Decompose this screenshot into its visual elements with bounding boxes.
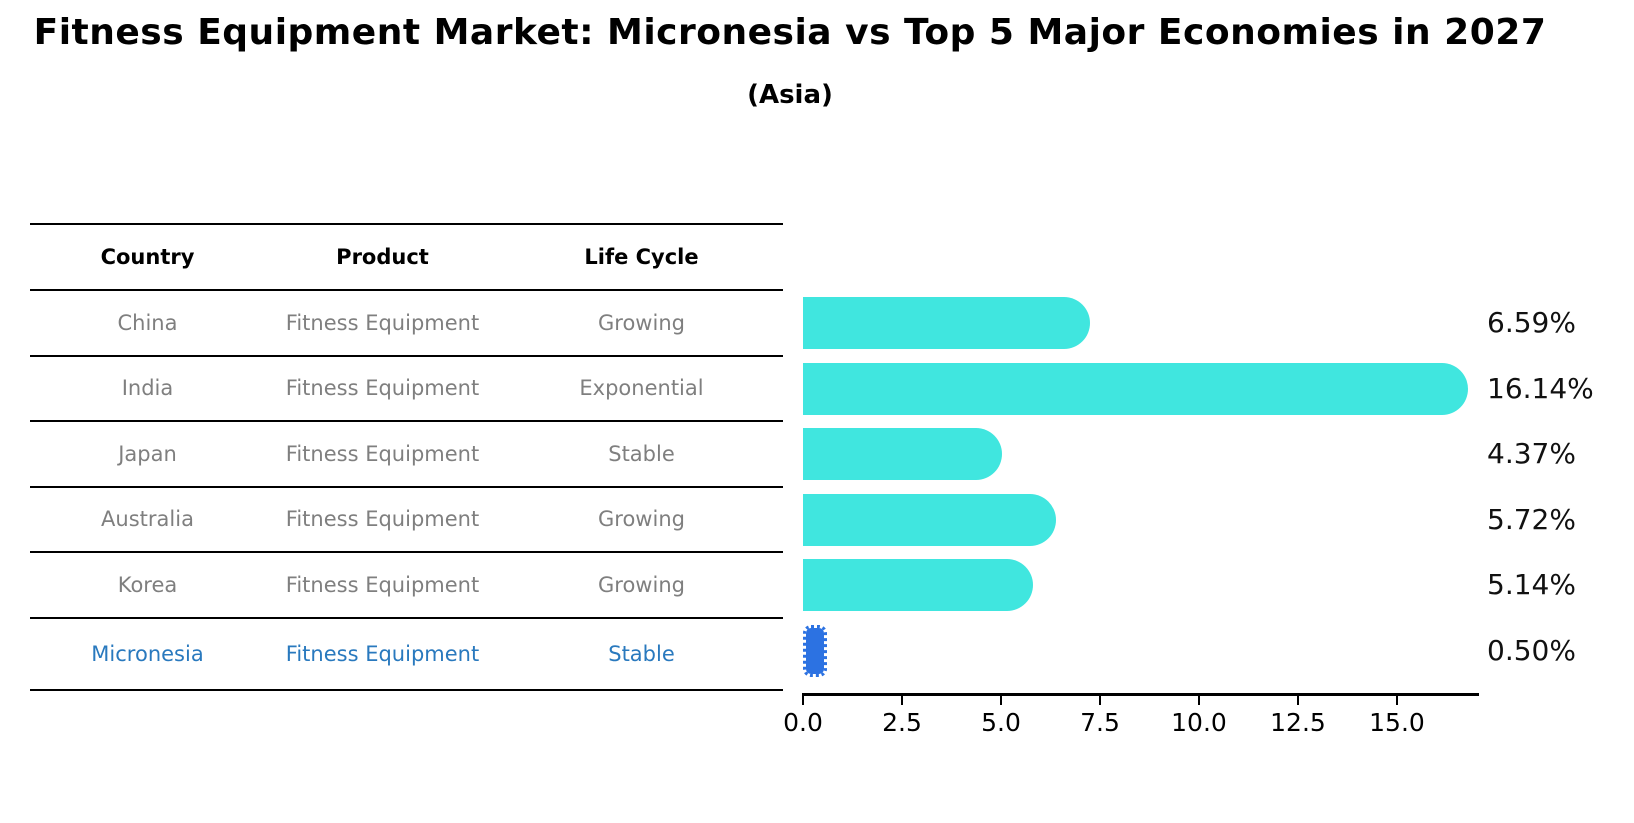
cell-country: India (121, 376, 174, 401)
cell-country: Korea (117, 572, 178, 597)
table-header-row: Country Product Life Cycle (30, 223, 783, 291)
table-row: India Fitness Equipment Exponential (30, 357, 783, 422)
chart-subtitle: (Asia) (747, 80, 833, 110)
column-header-product: Product (336, 245, 429, 269)
bar-china (803, 297, 1090, 349)
country-table: Country Product Life Cycle China Fitness… (30, 223, 783, 691)
bar-australia (803, 493, 1056, 546)
cell-life-cycle: Stable (608, 641, 675, 666)
x-axis-tick (1000, 693, 1002, 705)
x-axis-tick-label: 2.5 (882, 708, 922, 737)
table-row-micronesia-highlighted: Micronesia Fitness Equipment Stable (30, 619, 783, 691)
bar-value-label: 0.50% (1487, 633, 1576, 667)
cell-product: Fitness Equipment (285, 441, 480, 466)
column-header-country: Country (100, 245, 195, 269)
bar-japan (803, 428, 1003, 480)
bar-value-label: 4.37% (1487, 437, 1576, 470)
table-row: China Fitness Equipment Growing (30, 291, 783, 357)
x-axis-tick (802, 693, 804, 705)
cell-life-cycle: Stable (608, 441, 675, 466)
cell-country: China (117, 310, 178, 335)
cell-product: Fitness Equipment (285, 507, 480, 532)
cell-life-cycle: Growing (598, 572, 685, 597)
table-row: Australia Fitness Equipment Growing (30, 488, 783, 553)
bar-india (803, 362, 1469, 415)
cell-life-cycle: Growing (598, 507, 685, 532)
x-axis-tick-label: 15.0 (1369, 708, 1425, 737)
cell-product: Fitness Equipment (285, 376, 480, 401)
x-axis-tick-label: 7.5 (1080, 708, 1120, 737)
cell-product: Fitness Equipment (285, 641, 480, 666)
column-header-life-cycle: Life Cycle (584, 245, 699, 269)
x-axis-tick-label: 0.0 (783, 708, 823, 737)
bar-value-label: 5.72% (1487, 502, 1576, 536)
bar-value-label: 16.14% (1487, 371, 1594, 405)
table-row: Korea Fitness Equipment Growing (30, 553, 783, 619)
x-axis-tick-label: 12.5 (1270, 708, 1326, 737)
x-axis-tick (1099, 693, 1101, 705)
bar-micronesia (803, 624, 827, 677)
x-axis-tick (901, 693, 903, 705)
cell-country: Japan (118, 441, 177, 466)
x-axis-tick (1297, 693, 1299, 705)
bar-korea (803, 559, 1033, 611)
chart-title: Fitness Equipment Market: Micronesia vs … (33, 12, 1547, 53)
x-axis-tick-label: 10.0 (1171, 708, 1227, 737)
cell-life-cycle: Growing (598, 310, 685, 335)
x-axis-tick-label: 5.0 (981, 708, 1021, 737)
x-axis-tick (1198, 693, 1200, 705)
cell-country: Australia (101, 507, 194, 532)
cell-country: Micronesia (91, 641, 204, 666)
bar-value-label: 6.59% (1487, 306, 1576, 339)
x-axis-tick (1396, 693, 1398, 705)
table-row: Japan Fitness Equipment Stable (30, 422, 783, 488)
cell-product: Fitness Equipment (285, 572, 480, 597)
cell-life-cycle: Exponential (579, 376, 704, 401)
cell-product: Fitness Equipment (285, 310, 480, 335)
bar-value-label: 5.14% (1487, 568, 1576, 601)
x-axis-line (803, 693, 1479, 696)
